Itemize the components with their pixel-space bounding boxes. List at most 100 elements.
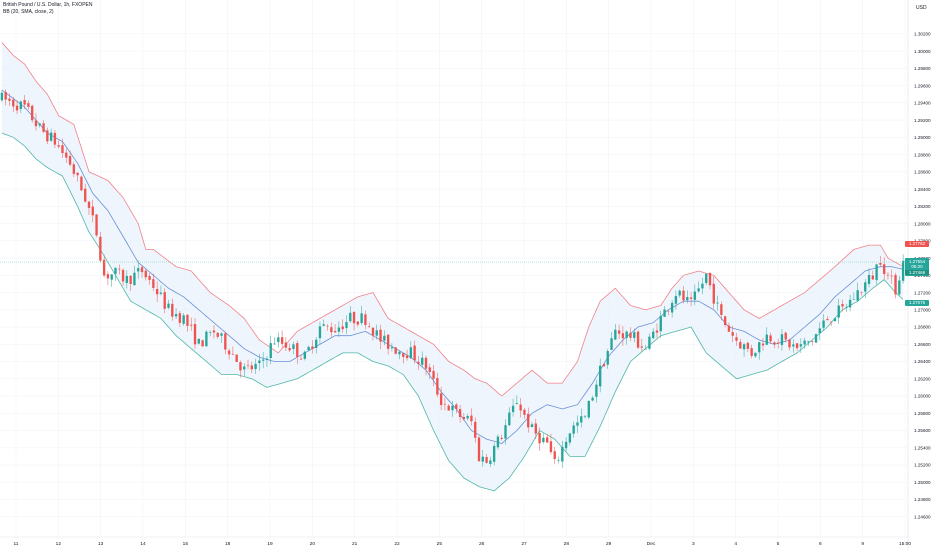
lower-band-badge: 1.27075 bbox=[905, 300, 929, 306]
price-axis-labels: 1.30200 1.30000 1.29800 1.29600 1.29400 1.292… bbox=[914, 32, 931, 520]
candle-body bbox=[723, 316, 727, 326]
candle-body bbox=[875, 264, 878, 281]
time-tick-label: 28 bbox=[564, 541, 570, 547]
candle-body bbox=[76, 172, 79, 176]
candle-body bbox=[826, 319, 829, 321]
candle-body bbox=[368, 326, 371, 327]
candle-body bbox=[443, 403, 447, 405]
candle-body bbox=[379, 329, 382, 342]
candle-body bbox=[716, 302, 719, 304]
candle-body bbox=[610, 338, 613, 350]
candle-body bbox=[330, 327, 333, 333]
price-tick-label: 1.24600 bbox=[914, 514, 931, 519]
candle-body bbox=[882, 264, 886, 274]
candle-body bbox=[303, 351, 306, 359]
candle-body bbox=[599, 365, 602, 387]
candle-body bbox=[845, 307, 848, 309]
candle-body bbox=[405, 355, 409, 359]
candle-body bbox=[299, 358, 303, 360]
candle-body bbox=[818, 328, 821, 334]
candle-body bbox=[371, 327, 375, 336]
candle-body bbox=[261, 359, 265, 361]
candle-body bbox=[296, 343, 299, 357]
candle-body bbox=[822, 320, 825, 328]
candle-body bbox=[545, 437, 549, 443]
candle-body bbox=[538, 432, 541, 444]
candle-body bbox=[523, 409, 526, 415]
candle-body bbox=[375, 330, 378, 336]
time-tick-label: 29 bbox=[606, 541, 612, 547]
candle-body bbox=[428, 367, 431, 373]
time-tick-label: 13 bbox=[98, 541, 104, 547]
price-tick-label: 1.25400 bbox=[914, 445, 931, 450]
last-price-badge: 1.27554 05:20 1.27468 bbox=[905, 258, 929, 276]
candle-body bbox=[901, 260, 905, 281]
candle-body bbox=[492, 445, 496, 462]
candle-body bbox=[640, 346, 644, 348]
candle-body bbox=[500, 437, 503, 439]
candle-body bbox=[34, 120, 38, 127]
time-tick-label: 12 bbox=[56, 541, 62, 547]
candle-body bbox=[167, 303, 170, 308]
candle-body bbox=[193, 324, 197, 345]
candle-body bbox=[197, 338, 200, 344]
time-tick-label: 21 bbox=[352, 541, 358, 547]
candle-body bbox=[568, 433, 572, 443]
candle-body bbox=[667, 310, 670, 312]
price-tick-label: 1.29600 bbox=[914, 83, 931, 88]
candle-body bbox=[477, 437, 481, 462]
candle-body bbox=[360, 313, 363, 324]
candle-body bbox=[87, 201, 91, 208]
time-tick-label: 18 bbox=[225, 541, 231, 547]
candle-body bbox=[561, 446, 564, 462]
candle-body bbox=[68, 156, 72, 165]
candlestick-series bbox=[0, 89, 905, 469]
candle-body bbox=[697, 288, 700, 292]
candle-body bbox=[322, 324, 325, 326]
candle-body bbox=[519, 404, 522, 411]
candle-body bbox=[49, 132, 53, 141]
candle-body bbox=[65, 152, 68, 158]
candle-body bbox=[549, 441, 553, 453]
price-tick-label: 1.28000 bbox=[914, 221, 931, 226]
candle-body bbox=[269, 343, 272, 359]
candle-body bbox=[292, 344, 295, 349]
candle-body bbox=[356, 321, 360, 325]
candle-body bbox=[99, 236, 102, 261]
time-tick-label: Dec bbox=[647, 541, 656, 547]
candle-body bbox=[140, 267, 144, 273]
candle-body bbox=[114, 267, 117, 274]
candle-body bbox=[894, 274, 897, 295]
candle-body bbox=[511, 405, 515, 413]
candle-body bbox=[137, 268, 140, 272]
candle-body bbox=[580, 416, 583, 423]
time-tick-label: 3 bbox=[692, 541, 695, 547]
candle-body bbox=[341, 326, 344, 330]
candle-body bbox=[19, 101, 23, 109]
candle-body bbox=[84, 188, 87, 202]
price-tick-label: 1.30200 bbox=[914, 32, 931, 37]
indicator-label[interactable]: BB (20, SMA, close, 2) bbox=[3, 9, 54, 15]
candle-body bbox=[746, 342, 750, 349]
candle-body bbox=[159, 292, 163, 294]
candle-body bbox=[243, 366, 246, 370]
middle-band-value: 1.27468 bbox=[905, 269, 929, 275]
candle-body bbox=[553, 451, 556, 459]
candle-body bbox=[227, 350, 231, 355]
candle-body bbox=[886, 274, 890, 276]
candle-body bbox=[394, 347, 397, 354]
price-tick-label: 1.26000 bbox=[914, 394, 931, 399]
candle-body bbox=[508, 412, 511, 426]
candle-body bbox=[307, 346, 310, 351]
candle-body bbox=[148, 275, 151, 280]
bollinger-lower-band bbox=[1, 132, 904, 492]
candle-body bbox=[504, 425, 507, 439]
candle-body bbox=[678, 290, 681, 296]
candle-body bbox=[155, 288, 159, 295]
price-tick-label: 1.28800 bbox=[914, 152, 931, 157]
candle-body bbox=[765, 334, 768, 345]
candle-body bbox=[333, 331, 337, 333]
candle-body bbox=[53, 132, 57, 145]
candle-body bbox=[674, 296, 678, 304]
